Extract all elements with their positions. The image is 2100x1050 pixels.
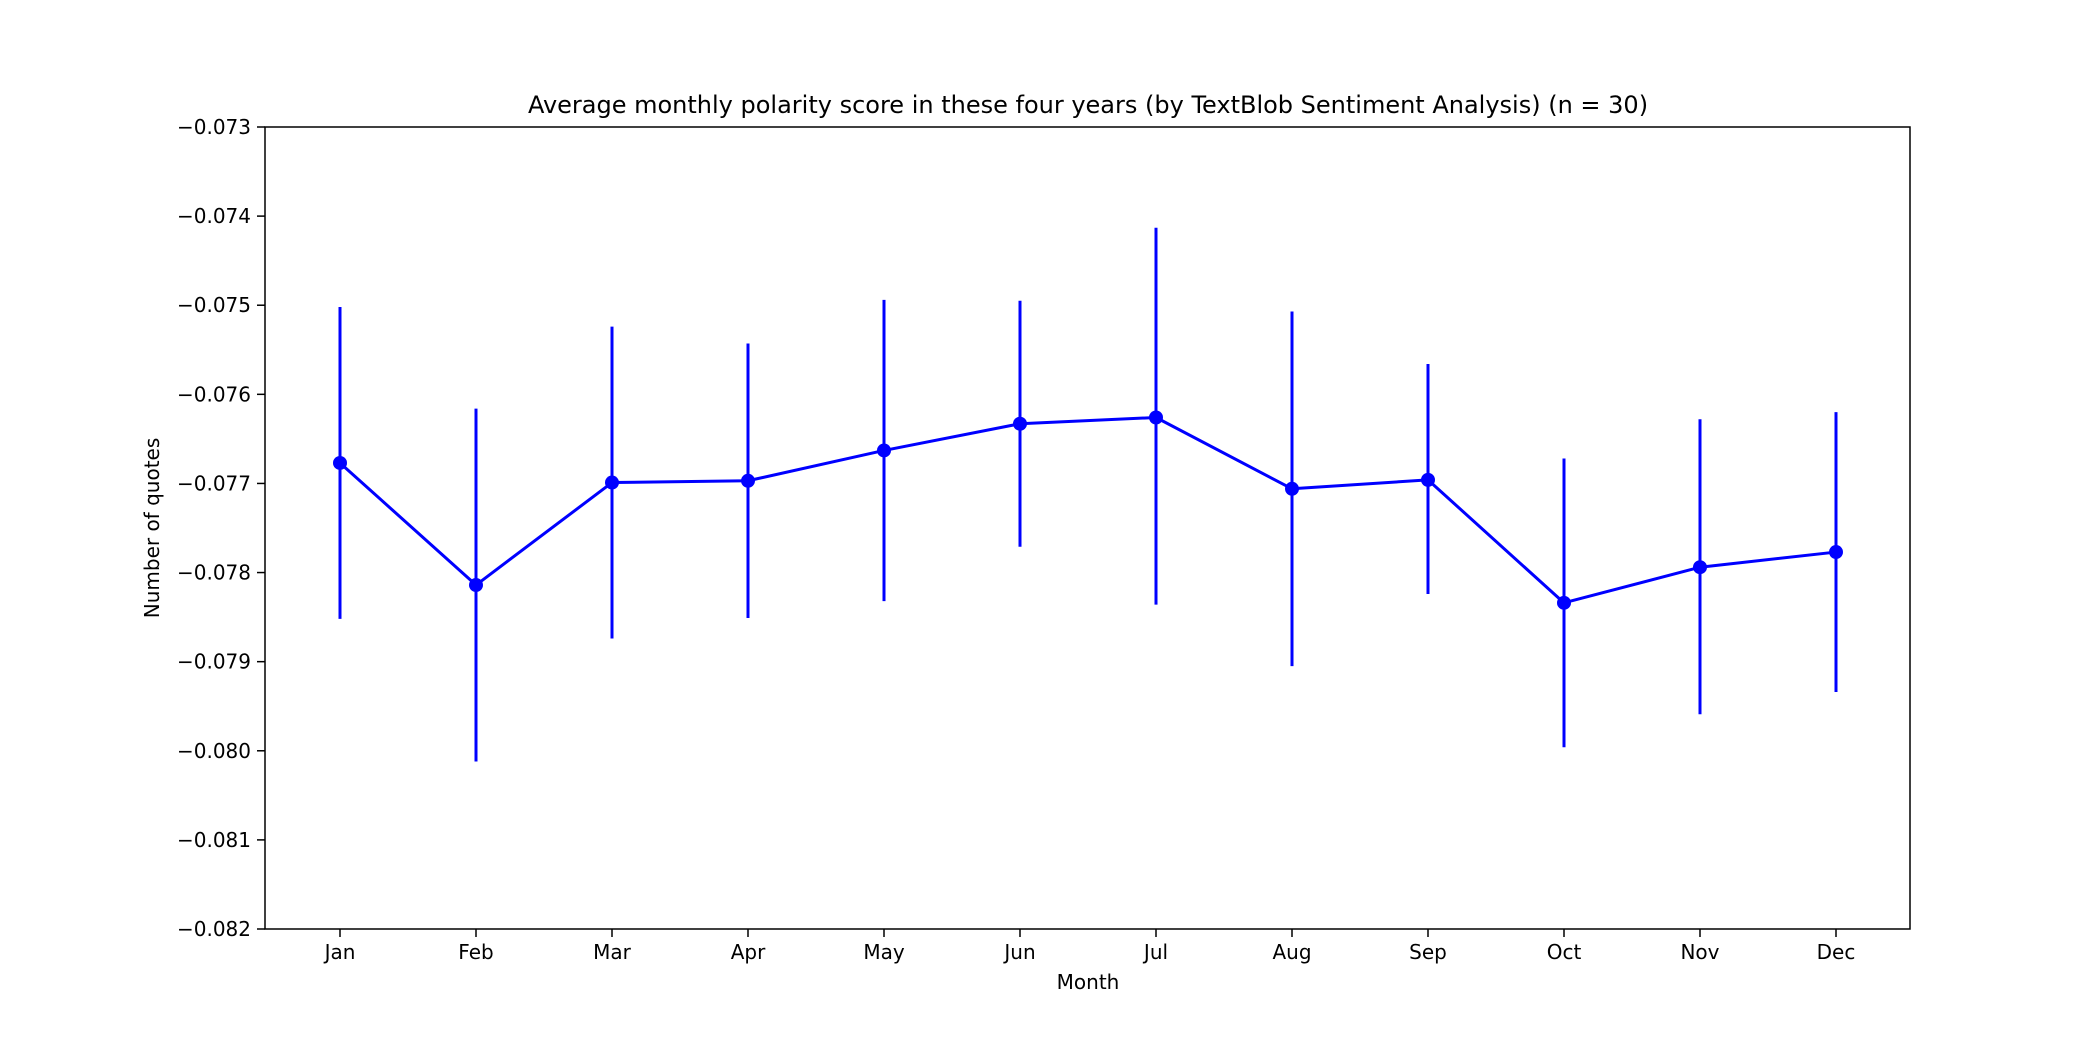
data-point: [1829, 545, 1843, 560]
data-points: [333, 410, 1843, 610]
y-tick-label: −0.082: [177, 917, 251, 941]
data-point: [1421, 472, 1435, 487]
y-axis: −0.073 −0.074 −0.075 −0.076 −0.077 −0.078 −0.0…: [177, 115, 265, 941]
x-tick-label: Feb: [458, 940, 493, 964]
error-bars: [338, 227, 1838, 762]
chart-title: Average monthly polarity score in these …: [528, 91, 1648, 119]
y-tick-label: −0.080: [177, 739, 251, 763]
x-tick-label: May: [863, 940, 905, 964]
x-tick-label: Mar: [593, 940, 632, 964]
y-tick-label: −0.079: [177, 650, 251, 674]
x-tick-label: Oct: [1547, 940, 1582, 964]
data-point: [741, 473, 755, 488]
data-point: [877, 443, 891, 458]
data-point: [1013, 416, 1027, 431]
x-tick-label: Apr: [731, 940, 766, 964]
y-tick-label: −0.077: [177, 471, 251, 495]
data-point: [1693, 560, 1707, 575]
series-line: [338, 416, 1837, 605]
data-point: [1285, 481, 1299, 496]
x-tick-label: Jun: [1002, 940, 1035, 964]
y-tick-label: −0.075: [177, 293, 251, 317]
data-point: [1557, 595, 1571, 610]
data-point: [333, 455, 347, 470]
y-tick-label: −0.078: [177, 561, 251, 585]
data-point: [605, 475, 619, 490]
data-point: [1149, 410, 1163, 425]
y-tick-label: −0.073: [177, 115, 251, 139]
x-tick-label: Jan: [323, 940, 356, 964]
x-tick-label: Aug: [1272, 940, 1311, 964]
x-tick-label: Dec: [1817, 940, 1856, 964]
y-tick-label: −0.076: [177, 382, 251, 406]
x-axis: Jan Feb Mar Apr May Jun Jul Aug Sep Oct Nov Dec: [323, 929, 1856, 964]
data-point: [469, 578, 483, 593]
y-tick-label: −0.081: [177, 828, 251, 852]
plot-frame: [264, 126, 1911, 930]
x-axis-title: Month: [1057, 970, 1120, 994]
y-axis-title: Number of quotes: [140, 438, 164, 619]
x-tick-label: Jul: [1142, 940, 1168, 964]
y-tick-label: −0.074: [177, 204, 251, 228]
x-tick-label: Sep: [1409, 940, 1447, 964]
x-tick-label: Nov: [1680, 940, 1719, 964]
